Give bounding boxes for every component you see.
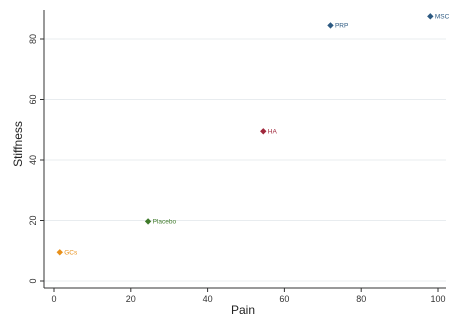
x-tick-label-80: 80 [356, 294, 366, 304]
axes: 0 20 40 60 80 0 20 40 60 80 100 [28, 10, 446, 304]
point-gcs [56, 249, 63, 256]
plot-area [44, 6, 445, 286]
x-tick-label-20: 20 [126, 294, 136, 304]
point-msc [427, 13, 434, 20]
point-prp [327, 22, 334, 29]
point-ha [260, 128, 267, 135]
point-label-msc: MSC [435, 14, 450, 21]
y-tick-label-20: 20 [28, 215, 38, 225]
point-label-placebo: Placebo [153, 219, 177, 226]
point-label-gcs: GCs [64, 250, 78, 257]
x-tick-label-60: 60 [279, 294, 289, 304]
y-tick-label-60: 60 [28, 94, 38, 104]
gridlines [44, 38, 446, 282]
x-tick-label-100: 100 [430, 294, 445, 304]
y-tick-label-80: 80 [28, 34, 38, 44]
x-tick-label-0: 0 [51, 294, 56, 304]
x-tick-label-40: 40 [203, 294, 213, 304]
y-tick-label-40: 40 [28, 155, 38, 165]
y-axis-title: Stiffness [11, 121, 25, 167]
data-points: GCs Placebo HA PRP MSC [56, 13, 450, 257]
point-placebo [144, 218, 152, 225]
point-label-ha: HA [268, 129, 278, 136]
y-tick-label-0: 0 [28, 278, 38, 283]
x-axis-title: Pain [231, 303, 255, 317]
point-label-prp: PRP [335, 23, 348, 30]
